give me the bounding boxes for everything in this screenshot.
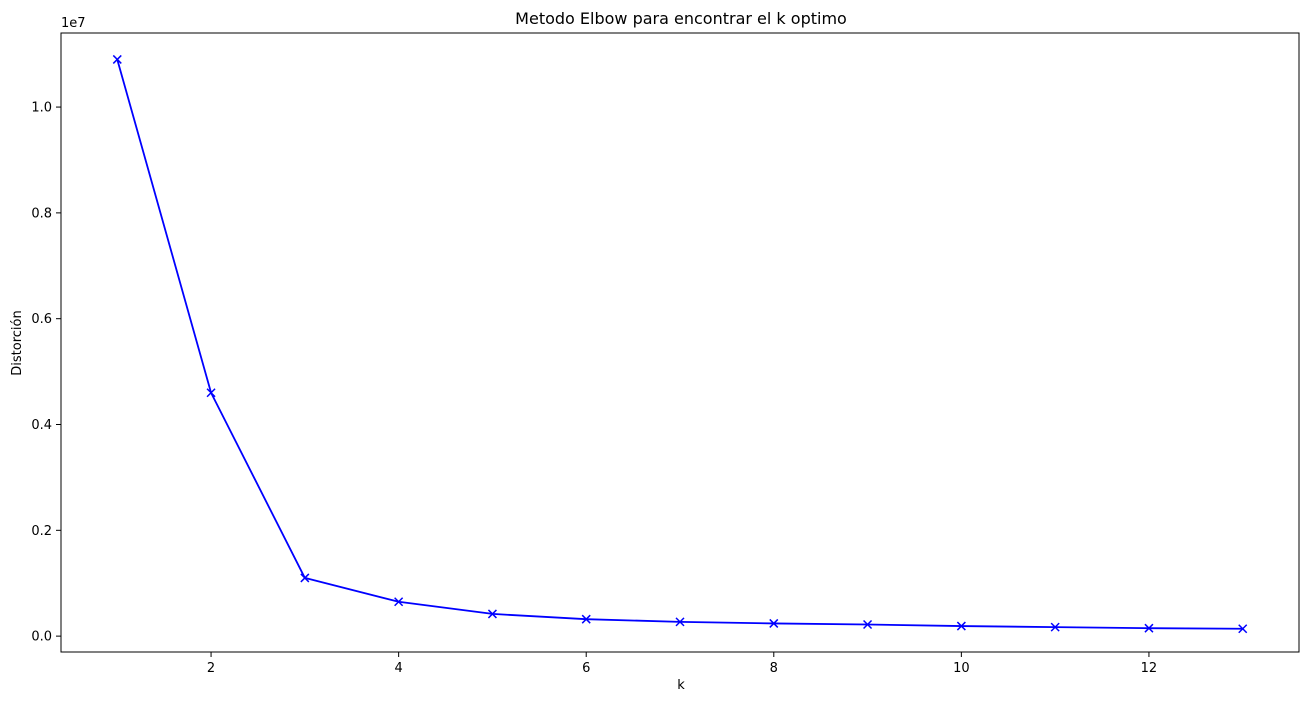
x-tick-label: 2 — [207, 661, 215, 676]
y-offset-text: 1e7 — [61, 16, 86, 31]
x-tick-label: 4 — [394, 661, 402, 676]
y-tick-label: 0.0 — [31, 630, 52, 645]
data-point-marker — [1238, 624, 1248, 634]
data-point-marker — [1050, 622, 1060, 632]
x-tick-label: 12 — [1141, 661, 1158, 676]
chart-title: Metodo Elbow para encontrar el k optimo — [515, 9, 847, 28]
x-tick-label: 6 — [582, 661, 590, 676]
data-point-marker — [112, 54, 122, 64]
x-tick-label: 10 — [953, 661, 970, 676]
y-tick-label: 0.2 — [31, 524, 52, 539]
y-tick-label: 0.4 — [31, 418, 52, 433]
axes-frame — [60, 32, 1300, 653]
x-axis-label: k — [677, 678, 685, 693]
y-tick-label: 0.8 — [31, 206, 52, 221]
x-tick-label: 8 — [770, 661, 778, 676]
data-point-marker — [300, 573, 310, 583]
data-point-marker — [1144, 623, 1154, 633]
plot-area — [112, 54, 1248, 634]
axes: 2 4 6 8 10 12 0.0 0.2 0.4 0.6 0.8 1.0 — [31, 32, 1300, 676]
data-point-marker — [769, 618, 779, 628]
y-tick-label: 0.6 — [31, 312, 52, 327]
data-point-marker — [581, 614, 591, 624]
data-point-marker — [487, 609, 497, 619]
data-point-marker — [675, 617, 685, 627]
data-point-marker — [956, 621, 966, 631]
y-axis-label: Distorción — [10, 310, 25, 375]
y-tick-label: 1.0 — [31, 101, 52, 116]
data-point-marker — [206, 388, 216, 398]
data-point-marker — [394, 597, 404, 607]
data-point-marker — [863, 619, 873, 630]
